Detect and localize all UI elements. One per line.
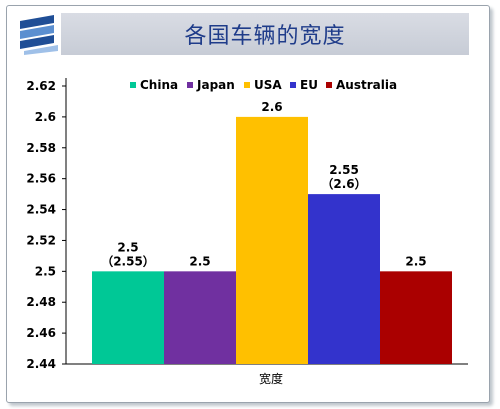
- company-logo-icon: [14, 11, 62, 57]
- bar-japan: [164, 271, 236, 364]
- legend-swatch-usa: [244, 82, 250, 88]
- legend-swatch-eu: [290, 82, 296, 88]
- legend-swatch-japan: [187, 82, 193, 88]
- title-bar: 各国车辆的宽度: [61, 13, 469, 55]
- legend-label-australia: Australia: [336, 78, 397, 92]
- data-label: 2.5: [405, 254, 426, 268]
- legend-label-eu: EU: [300, 78, 318, 92]
- x-axis-label: 宽度: [259, 371, 283, 386]
- data-sublabel: （2.55）: [101, 253, 155, 268]
- data-label: 2.55: [329, 163, 359, 177]
- y-tick-label: 2.46: [26, 326, 56, 340]
- y-tick-label: 2.56: [26, 172, 56, 186]
- legend: China Japan USA EU Australia: [130, 78, 397, 92]
- y-axis: 2.62 2.6 2.58 2.56 2.54 2.52 2.5 2.48 2.46 2.44: [26, 78, 468, 371]
- y-tick-label: 2.62: [26, 79, 56, 93]
- bar-china: [92, 271, 164, 364]
- y-tick-label: 2.52: [26, 233, 56, 247]
- legend-label-usa: USA: [254, 78, 282, 92]
- bar-usa: [236, 116, 308, 364]
- y-tick-label: 2.44: [26, 357, 56, 371]
- legend-label-china: China: [140, 78, 178, 92]
- bar-australia: [380, 271, 452, 364]
- y-tick-label: 2.54: [26, 203, 56, 217]
- legend-label-japan: Japan: [196, 78, 235, 92]
- data-sublabel: （2.6）: [321, 176, 366, 191]
- data-label: 2.5: [117, 240, 138, 254]
- bars: [92, 116, 452, 364]
- data-labels: 2.5（2.55） 2.52.62.55（2.6）2.5: [101, 100, 426, 268]
- bar-eu: [308, 194, 380, 364]
- y-tick-label: 2.6: [35, 110, 56, 124]
- legend-swatch-australia: [326, 82, 332, 88]
- data-label: 2.6: [261, 100, 282, 114]
- y-tick-label: 2.5: [35, 264, 56, 278]
- chart-title: 各国车辆的宽度: [184, 24, 346, 49]
- y-tick-label: 2.58: [26, 141, 56, 155]
- legend-swatch-china: [130, 82, 136, 88]
- data-label: 2.5: [189, 254, 210, 268]
- y-tick-label: 2.48: [26, 295, 56, 309]
